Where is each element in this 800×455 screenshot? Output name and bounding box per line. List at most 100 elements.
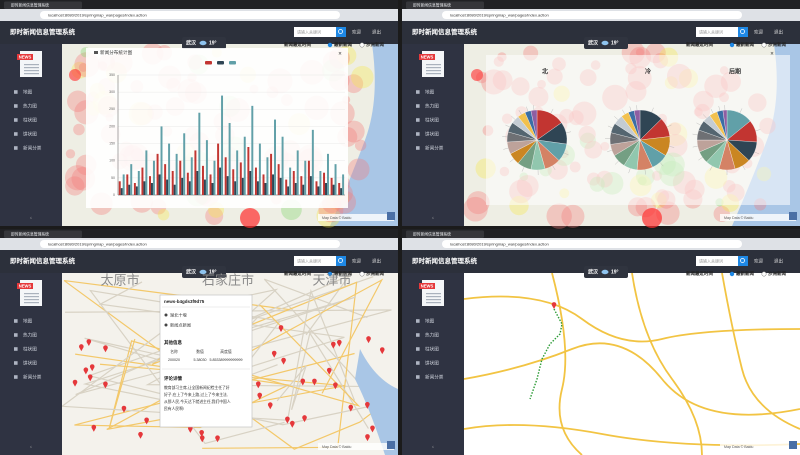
menu-item[interactable]: 新闻分类 <box>23 145 42 152</box>
menu-item[interactable]: 热力图 <box>425 332 439 339</box>
bar <box>135 186 138 195</box>
y-tick-label: 300 <box>109 90 115 94</box>
news-marker <box>302 415 307 423</box>
logout[interactable]: 退出 <box>372 257 381 264</box>
news-marker <box>199 435 205 443</box>
logout[interactable]: 退出 <box>372 28 381 35</box>
bar <box>236 150 239 195</box>
search-button[interactable] <box>738 27 748 37</box>
menu-item[interactable]: 地图 <box>23 318 33 325</box>
app-header <box>0 21 398 44</box>
tab-bar <box>402 0 800 9</box>
toggle-label[interactable]: 新闻最近时间 <box>686 41 713 48</box>
logout[interactable]: 退出 <box>774 28 783 35</box>
search-button[interactable] <box>738 256 748 266</box>
menu-item[interactable]: 饼状图 <box>425 131 439 138</box>
toggle-check[interactable] <box>359 42 365 48</box>
toggle-check[interactable] <box>761 271 767 277</box>
search-input[interactable] <box>696 256 738 266</box>
bar <box>219 167 222 195</box>
search-button[interactable] <box>336 27 346 37</box>
bar <box>188 181 191 195</box>
toggle-label[interactable]: 新闻最近时间 <box>284 41 311 48</box>
bar <box>128 184 131 195</box>
menu-item[interactable]: 饼状图 <box>425 360 439 367</box>
y-tick-label: 0 <box>113 193 115 197</box>
menu-item[interactable]: 热力图 <box>23 332 37 339</box>
toggle-label[interactable]: 最新新闻 <box>334 41 352 48</box>
weather-city: 武汉 <box>588 40 599 47</box>
news-marker <box>83 367 89 375</box>
search-button[interactable] <box>336 256 346 266</box>
menu-item[interactable]: 柱状图 <box>425 346 439 353</box>
app-header <box>402 250 800 273</box>
road <box>82 296 371 426</box>
menu-item[interactable]: 地图 <box>23 89 33 96</box>
logout[interactable]: 退出 <box>774 257 783 264</box>
toggle-label[interactable]: 沙洲新闻 <box>768 270 786 277</box>
search-input[interactable] <box>294 256 336 266</box>
bar <box>309 176 312 195</box>
menu-item[interactable]: 饼状图 <box>23 360 37 367</box>
map-label: 太原市 <box>100 272 139 287</box>
weather-icon <box>199 40 207 46</box>
label-leader <box>703 114 707 119</box>
toggle-label[interactable]: 最新新闻 <box>334 270 352 277</box>
toggle-check[interactable] <box>729 271 735 277</box>
heat-blob <box>73 123 85 136</box>
address-box[interactable] <box>40 240 340 248</box>
bar <box>285 179 288 195</box>
bar <box>213 160 216 195</box>
menu-item[interactable]: 新闻分类 <box>23 374 42 381</box>
toggle-check[interactable] <box>359 271 365 277</box>
collapse: ‹ <box>432 215 434 221</box>
zoom-control[interactable] <box>387 441 395 449</box>
toggle-label[interactable]: 最新新闻 <box>736 41 754 48</box>
heat-blob <box>69 69 81 81</box>
toggle-check[interactable] <box>327 271 333 277</box>
bar <box>156 153 159 195</box>
toggle-label[interactable]: 新闻最近时间 <box>284 270 311 277</box>
weather-icon <box>199 269 207 275</box>
menu-item[interactable]: 热力图 <box>425 103 439 110</box>
menu-item[interactable]: 新闻分类 <box>425 145 444 152</box>
logo-line <box>426 293 441 295</box>
toggle-label[interactable]: 沙洲新闻 <box>366 41 384 48</box>
address-box[interactable] <box>442 11 742 19</box>
menu-item[interactable]: 柱状图 <box>23 346 37 353</box>
collapse: ‹ <box>30 444 32 450</box>
table-header: 高度值 <box>220 349 232 354</box>
toggle-label[interactable]: 新闻最近时间 <box>686 270 713 277</box>
address-box[interactable] <box>40 11 340 19</box>
bar <box>330 177 333 195</box>
zoom-control[interactable] <box>789 212 797 220</box>
toggle-label[interactable]: 最新新闻 <box>736 270 754 277</box>
menu-item[interactable]: 柱状图 <box>23 117 37 124</box>
logo-line <box>426 299 441 301</box>
address-box[interactable] <box>442 240 742 248</box>
menu-item[interactable]: 柱状图 <box>425 117 439 124</box>
search-input[interactable] <box>294 27 336 37</box>
toggle-label[interactable]: 沙洲新闻 <box>768 41 786 48</box>
bar <box>294 183 297 195</box>
toggle-check[interactable] <box>729 42 735 48</box>
close[interactable]: × <box>770 52 774 58</box>
logo-line <box>24 302 39 304</box>
menu-item[interactable]: 新闻分类 <box>425 374 444 381</box>
bar <box>338 183 341 195</box>
search-input[interactable] <box>696 27 738 37</box>
toggle-label[interactable]: 沙洲新闻 <box>366 270 384 277</box>
menu-icon <box>416 118 420 122</box>
menu-item[interactable]: 热力图 <box>23 103 37 110</box>
zoom-control[interactable] <box>387 212 395 220</box>
bar <box>247 147 250 195</box>
toggle-check[interactable] <box>327 42 333 48</box>
menu-item[interactable]: 地图 <box>425 318 435 325</box>
close[interactable]: × <box>338 52 342 58</box>
route-marker <box>551 302 557 309</box>
zoom-control[interactable] <box>789 441 797 449</box>
toggle-check[interactable] <box>761 42 767 48</box>
news-marker <box>267 402 273 410</box>
menu-item[interactable]: 地图 <box>425 89 435 96</box>
menu-item[interactable]: 饼状图 <box>23 131 37 138</box>
